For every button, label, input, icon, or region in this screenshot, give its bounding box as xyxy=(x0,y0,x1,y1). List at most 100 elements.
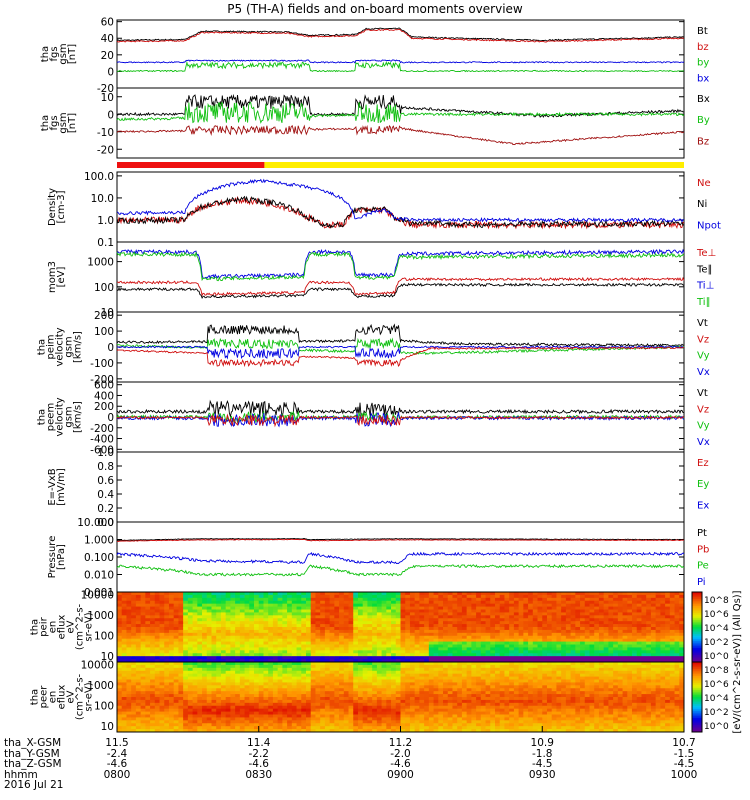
spectrogram-cell xyxy=(164,699,170,704)
spectrogram-cell xyxy=(499,656,505,660)
y-tick-label: 200 xyxy=(94,401,114,413)
spectrogram-cell xyxy=(660,627,666,631)
spectrogram-cell xyxy=(211,717,217,721)
spectrogram-cell xyxy=(315,729,321,733)
spectrogram-cell xyxy=(154,673,160,677)
spectrogram-cell xyxy=(164,641,170,645)
spectrogram-cell xyxy=(641,659,647,663)
spectrogram-cell xyxy=(339,653,345,657)
spectrogram-cell xyxy=(301,635,307,640)
spectrogram-cell xyxy=(282,714,288,718)
spectrogram-cell xyxy=(225,711,231,715)
spectrogram-cell xyxy=(220,629,227,634)
spectrogram-cell xyxy=(135,702,142,707)
spectrogram-cell xyxy=(117,597,123,602)
spectrogram-cell xyxy=(476,621,482,625)
spectrogram-cell xyxy=(135,600,142,605)
y-tick-label: 10000 xyxy=(81,589,114,601)
spectrogram-cell xyxy=(386,673,392,677)
spectrogram-cell xyxy=(376,650,383,654)
spectrogram-cell xyxy=(381,673,387,677)
spectrogram-cell xyxy=(135,688,142,692)
spectrogram-cell xyxy=(367,685,373,689)
spectrogram-cell xyxy=(561,594,567,599)
spectrogram-cell xyxy=(310,644,316,648)
spectrogram-cell xyxy=(324,635,331,640)
spectrogram-cell xyxy=(183,717,189,721)
spectrogram-cell xyxy=(183,729,189,733)
spectrogram-cell xyxy=(315,659,321,663)
spectrogram-cell xyxy=(150,711,156,715)
spectrogram-cell xyxy=(537,615,543,619)
spectrogram-cell xyxy=(598,635,605,640)
spectrogram-cell xyxy=(282,691,288,695)
spectrogram-cell xyxy=(329,726,335,730)
spectrogram-cell xyxy=(480,592,486,596)
spectrogram-cell xyxy=(570,653,576,657)
spectrogram-cell xyxy=(178,600,184,605)
spectrogram-cell xyxy=(258,711,264,715)
spectrogram-cell xyxy=(216,697,222,701)
spectrogram-cell xyxy=(187,592,194,596)
spectrogram-cell xyxy=(173,594,179,599)
spectrogram-cell xyxy=(263,647,269,651)
spectrogram-cell xyxy=(263,720,269,724)
spectrogram-cell xyxy=(509,638,515,642)
spectrogram-cell xyxy=(263,691,269,695)
spectrogram-cell xyxy=(121,705,127,710)
spectrogram-cell xyxy=(372,729,378,733)
spectrogram-cell xyxy=(244,621,250,625)
spectrogram-cell xyxy=(324,676,331,680)
spectrogram-cell xyxy=(301,717,307,721)
spectrogram-cell xyxy=(357,641,364,645)
spectrogram-cell xyxy=(367,667,373,672)
spectrogram-cell xyxy=(438,624,444,628)
spectrogram-cell xyxy=(476,729,482,733)
spectrogram-cell xyxy=(249,688,255,692)
spectrogram-cell xyxy=(480,667,486,672)
spectrogram-cell xyxy=(428,632,434,637)
spectrogram-cell xyxy=(183,635,189,640)
spectrogram-cell xyxy=(168,685,175,689)
spectrogram-cell xyxy=(135,664,142,669)
spectrogram-cell xyxy=(556,600,562,605)
spectrogram-cell xyxy=(565,653,572,657)
spectrogram-cell xyxy=(598,597,605,602)
spectrogram-cell xyxy=(381,688,387,692)
spectrogram-cell xyxy=(140,694,146,698)
spectrogram-cell xyxy=(235,618,241,622)
spectrogram-cell xyxy=(617,632,623,637)
spectrogram-cell xyxy=(187,662,194,666)
spectrogram-cell xyxy=(324,729,331,733)
spectrogram-cell xyxy=(495,627,501,631)
spectrogram-cell xyxy=(405,650,411,654)
spectrogram-cell xyxy=(561,597,567,602)
spectrogram-cell xyxy=(192,682,198,686)
spectrogram-cell xyxy=(301,720,307,724)
y-axis-label: gsm xyxy=(58,112,69,133)
spectrogram-cell xyxy=(679,627,685,631)
spectrogram-cell xyxy=(665,592,671,596)
spectrogram-cell xyxy=(164,697,170,701)
spectrogram-cell xyxy=(310,694,316,698)
spectrogram-cell xyxy=(570,632,576,637)
spectrogram-cell xyxy=(617,627,623,631)
spectrogram-cell xyxy=(164,667,170,672)
spectrogram-cell xyxy=(400,667,406,672)
spectrogram-cell xyxy=(244,697,250,701)
spectrogram-cell xyxy=(249,638,255,642)
spectrogram-cell xyxy=(339,612,345,616)
spectrogram-cell xyxy=(372,641,378,645)
spectrogram-cell xyxy=(504,606,510,610)
spectrogram-cell xyxy=(461,670,468,675)
spectrogram-cell xyxy=(117,705,123,710)
spectrogram-cell xyxy=(669,594,675,599)
spectrogram-cell xyxy=(173,600,179,605)
spectrogram-cell xyxy=(339,592,345,596)
spectrogram-cell xyxy=(343,597,349,602)
spectrogram-cell xyxy=(192,650,198,654)
spectrogram-cell xyxy=(528,659,534,663)
spectrogram-cell xyxy=(471,679,477,683)
legend-entry: Vz xyxy=(697,404,709,415)
spectrogram-cell xyxy=(632,603,638,607)
